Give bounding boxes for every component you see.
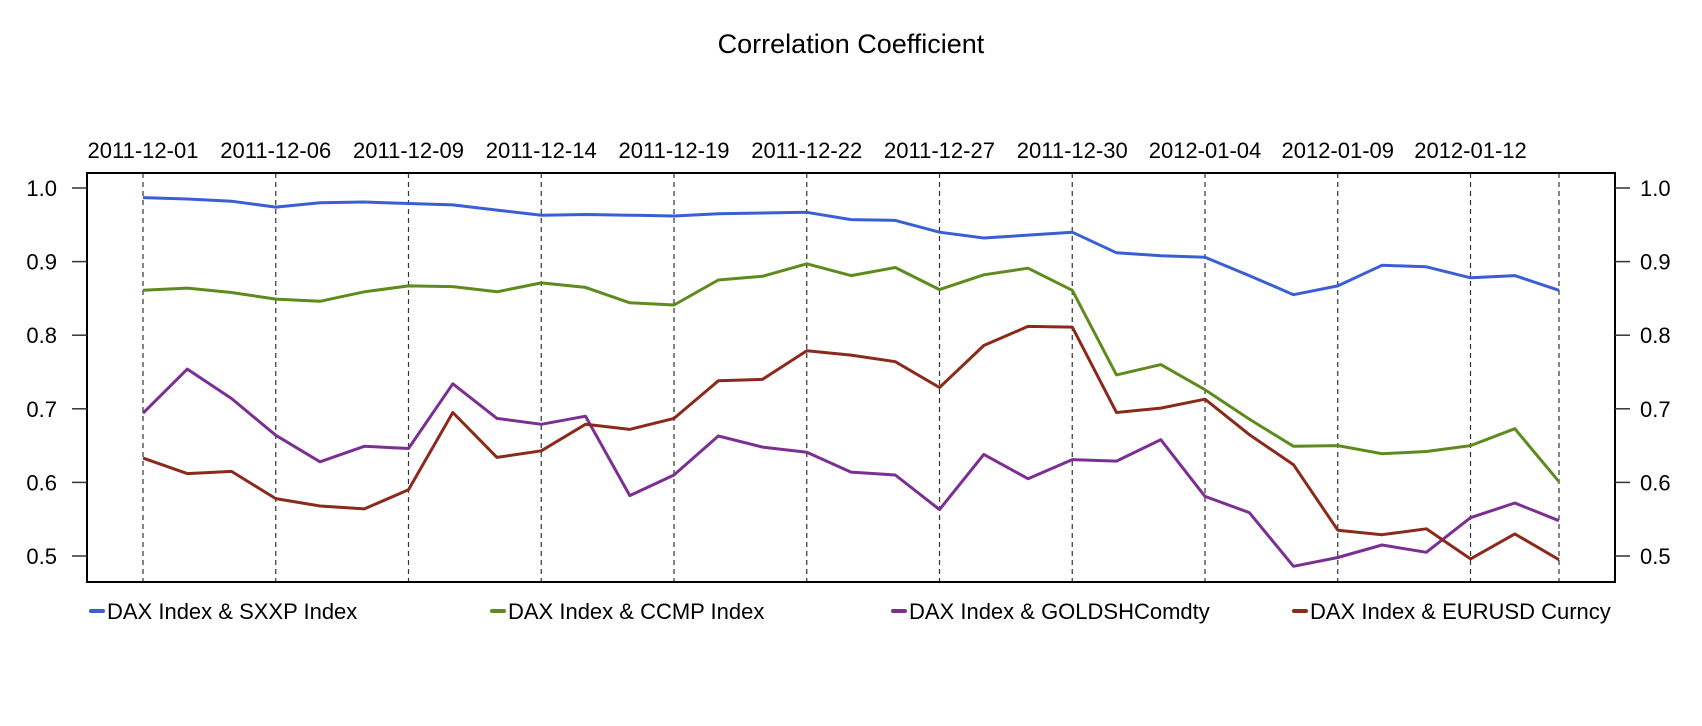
vertical-grid [142, 173, 1560, 582]
legend: DAX Index & SXXP Index DAX Index & CCMP I… [89, 599, 1611, 624]
legend-label: DAX Index & EURUSD Curncy [1310, 599, 1611, 624]
legend-item-4: DAX Index & EURUSD Curncy [1292, 599, 1611, 624]
legend-label: DAX Index & SXXP Index [107, 599, 357, 624]
x-tick-label: 2011-12-22 [751, 138, 862, 163]
chart-title: Correlation Coefficient [718, 29, 985, 59]
legend-label: DAX Index & CCMP Index [508, 599, 764, 624]
x-tick-label: 2012-01-04 [1149, 138, 1262, 163]
y-tick-label: 0.8 [1640, 323, 1671, 348]
y-tick-label: 1.0 [26, 176, 57, 201]
y-tick-label: 0.6 [1640, 470, 1671, 495]
x-tick-label: 2011-12-27 [884, 138, 995, 163]
x-tick-label: 2011-12-14 [486, 138, 597, 163]
plot-frame [86, 172, 1616, 583]
legend-item-3: DAX Index & GOLDSHComdty [891, 599, 1210, 624]
y-tick-label: 0.9 [26, 250, 57, 275]
series-lines [141, 196, 1561, 568]
y-tick-label: 0.5 [1640, 544, 1671, 569]
y-tick-label: 1.0 [1640, 176, 1671, 201]
x-tick-label: 2011-12-06 [220, 138, 331, 163]
series-line-4 [142, 324, 1560, 561]
y-tick-label: 0.8 [26, 323, 57, 348]
x-tick-label: 2011-12-30 [1017, 138, 1128, 163]
x-tick-label: 2011-12-09 [353, 138, 464, 163]
x-tick-labels: 2011-12-01 2011-12-06 2011-12-09 2011-12-14… [88, 138, 1527, 163]
y-tick-label: 0.6 [26, 470, 57, 495]
x-tick-label: 2012-01-12 [1414, 138, 1527, 163]
y-tick-label: 0.7 [26, 397, 57, 422]
series-line-1 [142, 196, 1560, 297]
legend-item-1: DAX Index & SXXP Index [89, 599, 357, 624]
x-tick-label: 2012-01-09 [1281, 138, 1394, 163]
y-axis-right: 1.0 0.9 0.8 0.7 0.6 0.5 [1615, 176, 1671, 569]
legend-label: DAX Index & GOLDSHComdty [909, 599, 1210, 624]
x-tick-label: 2011-12-01 [88, 138, 199, 163]
y-tick-label: 0.5 [26, 544, 57, 569]
y-tick-label: 0.9 [1640, 250, 1671, 275]
y-axis-left: 1.0 0.9 0.8 0.7 0.6 0.5 [26, 176, 87, 569]
series-line-3 [141, 367, 1560, 568]
y-tick-label: 0.7 [1640, 397, 1671, 422]
legend-item-2: DAX Index & CCMP Index [490, 599, 764, 624]
series-line-2 [142, 262, 1561, 483]
x-tick-label: 2011-12-19 [619, 138, 730, 163]
